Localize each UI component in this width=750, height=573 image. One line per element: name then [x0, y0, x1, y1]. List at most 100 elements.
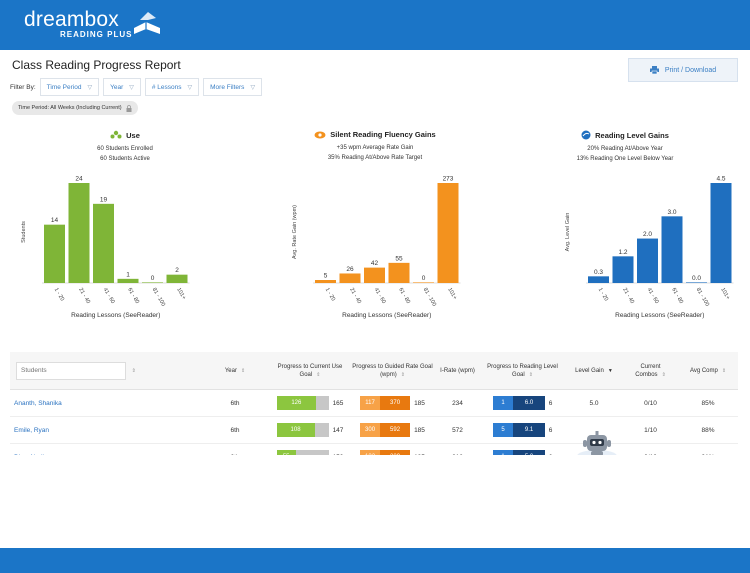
level-progress-start: 5 [492, 423, 514, 437]
level-chart: Reading Level Gains 20% Reading At/Above… [500, 130, 750, 164]
page-title: Class Reading Progress Report [12, 58, 181, 72]
filter-time-period-label: Time Period [46, 83, 82, 91]
filter-label: Filter By: [10, 83, 36, 91]
fluency-chart-sub1: +35 wpm Average Rate Gain [336, 145, 414, 151]
header-level-goal[interactable]: Progress to Reading Level Goal ⇕ [480, 363, 565, 379]
chart-2-value-label-2: 2.0 [643, 231, 652, 238]
chart-2-tick-label-5: 101+ [719, 287, 730, 301]
filter-year[interactable]: Year ▽ [103, 78, 141, 96]
use-chart-title: Use [126, 130, 140, 140]
fluency-chart-title-row: Silent Reading Fluency Gains [250, 130, 500, 139]
year-cell: 6th [230, 426, 240, 434]
chart-0-x-axis-label: Reading Lessons (SeeReader) [71, 312, 160, 319]
rate-progress-bar: 300 592 [360, 423, 411, 437]
student-name-link[interactable]: Emile, Ryan [14, 426, 50, 434]
student-name-link[interactable]: Ananth, Shanika [14, 399, 62, 407]
chart-2-bar-4 [686, 282, 707, 283]
rate-progress-bar: 117 370 [360, 396, 411, 410]
use-progress-remaining [314, 423, 329, 437]
header-use-goal[interactable]: Progress to Current Use Goal ⇕ [270, 363, 350, 379]
year-cell: 6th [230, 399, 240, 407]
chart-1-tick-label-2: 41 - 60 [373, 287, 387, 305]
sort-icon: ⇕ [721, 367, 727, 374]
chart-1-value-label-0: 5 [324, 273, 328, 280]
table-header: ⇕ Year⇕ Progress to Current Use Goal⇕ Pr… [10, 352, 738, 390]
chevron-down-icon: ▽ [87, 84, 93, 91]
chart-0-value-label-0: 14 [51, 217, 59, 224]
combos-cell: 1/10 [644, 426, 657, 434]
page-blank-area [0, 455, 750, 548]
lock-icon [126, 104, 132, 112]
sort-icon[interactable]: ⇕ [131, 368, 136, 374]
chart-2-bar-1 [612, 256, 634, 283]
chart-2-value-label-1: 1.2 [618, 249, 627, 256]
header-combos[interactable]: Current Combos ⇕ [623, 363, 678, 379]
print-label: Print / Download [664, 66, 717, 74]
header-level-gain[interactable]: Level Gain ▼ [565, 367, 623, 375]
header-year[interactable]: Year ⇕ [200, 367, 270, 375]
use-goal-cell: 108 147 [270, 423, 350, 437]
header-year-label: Year [224, 367, 237, 374]
irate-cell: 234 [452, 399, 463, 407]
chevron-down-icon: ▽ [129, 84, 134, 91]
level-goal-value: 6 [548, 426, 553, 434]
header-irate-label: I-Rate (wpm) [440, 367, 475, 374]
table-row[interactable]: Emile, Ryan 6th 108 147 300 592 185 572 5 9.1 6 1/1… [10, 417, 738, 444]
filter-lessons[interactable]: # Lessons ▽ [144, 78, 200, 96]
chevron-down-icon: ▽ [187, 84, 193, 91]
chart-1-tick-label-3: 61 - 80 [397, 287, 411, 305]
logo-sub: READING PLUS [60, 30, 133, 39]
rate-progress-current: 300 [360, 423, 381, 437]
header-comp[interactable]: Avg Comp ⇕ [678, 367, 738, 375]
chart-0-tick-label-5: 101+ [175, 287, 186, 301]
print-download-button[interactable]: Print / Download [628, 58, 738, 82]
active-filter-chip[interactable]: Time Period: All Weeks (Including Curren… [12, 101, 138, 115]
level-progress-bar: 5 9.1 [492, 423, 545, 437]
level-goal-cell: 5 9.1 6 [480, 423, 565, 437]
rate-progress-target: 592 [380, 423, 411, 437]
use-chart-title-row: Use [0, 130, 250, 140]
chart-2-tick-label-0: 1 - 20 [597, 287, 609, 302]
chart-1-value-label-4: 0 [422, 275, 426, 282]
irate-cell: 572 [452, 426, 463, 434]
chart-1-value-label-2: 42 [371, 260, 379, 267]
chart-1-value-label-1: 26 [346, 266, 354, 273]
printer-icon [649, 66, 659, 74]
table-row[interactable]: Ananth, Shanika 6th 126 165 117 370 185 234 1 6.0… [10, 390, 738, 417]
header-rate-goal[interactable]: Progress to Guided Rate Goal (wpm) ⇕ [350, 363, 435, 379]
use-goal-cell: 126 165 [270, 396, 350, 410]
header-irate[interactable]: I-Rate (wpm) [435, 367, 480, 375]
bottom-bar [0, 548, 750, 573]
fluency-chart: Silent Reading Fluency Gains +35 wpm Ave… [250, 130, 500, 163]
use-chart-sub2: 60 Students Active [100, 156, 150, 162]
combos-cell: 0/10 [644, 399, 657, 407]
chart-1-bar-1 [339, 273, 361, 283]
chart-1-value-label-5: 273 [443, 176, 454, 183]
chart-1-tick-label-0: 1 - 20 [324, 287, 336, 302]
chevron-down-icon: ▽ [250, 84, 256, 91]
logo[interactable]: dreambox READING PLUS [24, 8, 160, 39]
avg-comp-cell: 85% [701, 399, 715, 407]
chart-2-value-label-0: 0.3 [594, 269, 603, 276]
people-icon [110, 130, 122, 139]
chart-0-value-label-4: 0 [151, 275, 155, 282]
chart-1-bar-5 [437, 183, 459, 283]
chart-1-bar-4 [413, 282, 434, 283]
use-chart: Use 60 Students Enrolled 60 Students Act… [0, 130, 250, 164]
chart-0-tick-label-4: 81 - 100 [151, 287, 166, 307]
chart-0-tick-label-3: 61 - 80 [126, 287, 140, 305]
chart-1-tick-label-4: 81 - 100 [422, 287, 437, 307]
student-search-input[interactable] [16, 361, 126, 380]
chart-2-tick-label-3: 61 - 80 [670, 287, 684, 305]
use-goal-value: 165 [332, 399, 344, 407]
chart-0-tick-label-2: 41 - 60 [102, 287, 116, 305]
chart-0-bar-4 [142, 282, 163, 283]
charts-canvas: 14 1 - 20 24 21 - 40 19 41 - 60 1 61 - 80 0 81 - … [21, 176, 734, 319]
avg-comp-cell: 88% [701, 426, 715, 434]
students-table: ⇕ Year⇕ Progress to Current Use Goal⇕ Pr… [10, 352, 738, 471]
filter-more[interactable]: More Filters ▽ [203, 78, 263, 96]
chart-1-bar-0 [315, 280, 336, 283]
chart-1-x-axis-label: Reading Lessons (SeeReader) [342, 312, 431, 319]
level-chart-title: Reading Level Gains [595, 130, 669, 140]
filter-time-period[interactable]: Time Period ▽ [39, 78, 100, 96]
